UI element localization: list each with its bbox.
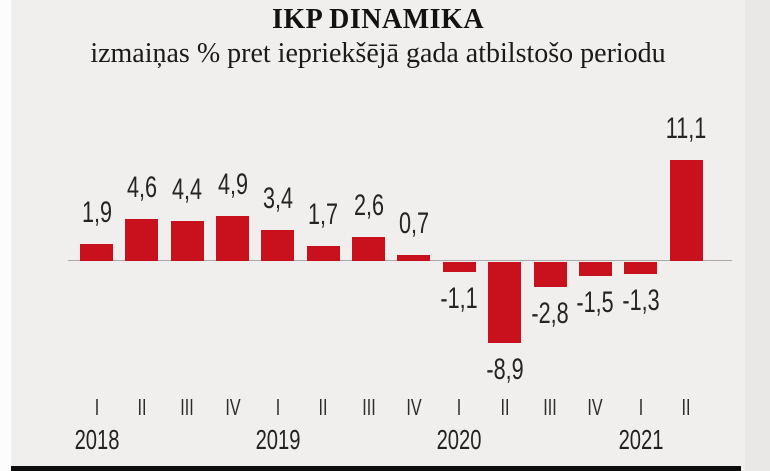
- bar-2018-I: [80, 243, 113, 261]
- bar-2021-I: [624, 262, 658, 274]
- x-tick-label-2018-II: II: [137, 394, 147, 420]
- x-tick-label-2021-II: II: [681, 394, 691, 420]
- bar-value-label: -2,8: [531, 297, 569, 331]
- x-tick-label-2018-III: III: [180, 394, 194, 420]
- x-tick-label-2020-IV: IV: [587, 394, 603, 420]
- bar-2018-IV: [216, 216, 250, 261]
- bar-value-label: 3,4: [262, 182, 293, 216]
- bar-value-label: 11,1: [665, 111, 707, 145]
- x-tick-label-2020-I: I: [457, 394, 462, 420]
- x-tick-label-2019-I: I: [275, 394, 281, 420]
- x-tick-label-2018-I: I: [94, 394, 99, 420]
- bar-value-label: 4,6: [126, 171, 157, 205]
- bar-2020-IV: [578, 262, 612, 276]
- x-tick-label-2020-II: II: [500, 394, 510, 420]
- year-label-2021: 2021: [618, 424, 664, 455]
- bar-value-label: -1,3: [622, 283, 660, 317]
- x-tick-label-2019-IV: IV: [406, 394, 422, 420]
- x-tick-label-2021-I: I: [638, 394, 643, 420]
- chart-subtitle: izmaiņas % pret iepriekšējā gada atbilst…: [90, 38, 666, 69]
- year-label-2019: 2019: [255, 424, 301, 455]
- chart-title: IKP DINAMIKA: [271, 4, 485, 35]
- bottom-bar: [11, 466, 741, 471]
- bar-2020-I: [442, 262, 476, 272]
- bar-value-label: 0,7: [398, 206, 429, 240]
- right-margin: [745, 0, 770, 471]
- x-tick-label-2018-IV: IV: [224, 394, 241, 420]
- bar-value-label: 1,7: [308, 197, 339, 231]
- bar-value-label: 4,9: [217, 168, 248, 202]
- bar-value-label: -1,5: [576, 285, 614, 319]
- year-label-2020: 2020: [436, 424, 482, 455]
- bar-2018-II: [125, 219, 159, 261]
- bar-2020-III: [533, 262, 567, 288]
- x-tick-label-2019-II: II: [318, 394, 328, 420]
- left-margin: [0, 0, 11, 471]
- bar-2019-I: [261, 230, 295, 261]
- bar-2020-II: [488, 262, 522, 343]
- bar-2021-II: [669, 159, 703, 261]
- bar-2019-III: [352, 237, 386, 261]
- bar-2019-II: [306, 245, 340, 261]
- x-tick-label-2019-III: III: [361, 394, 376, 420]
- x-tick-label-2020-III: III: [543, 394, 557, 420]
- bar-value-label: 4,4: [172, 172, 203, 206]
- year-label-2018: 2018: [74, 424, 119, 455]
- bar-2019-IV: [397, 254, 431, 261]
- bar-value-label: -1,1: [440, 282, 478, 315]
- bar-value-label: 2,6: [353, 189, 384, 223]
- bar-value-label: 1,9: [81, 195, 112, 229]
- bar-2018-III: [170, 220, 204, 261]
- bar-value-label: -8,9: [486, 352, 524, 386]
